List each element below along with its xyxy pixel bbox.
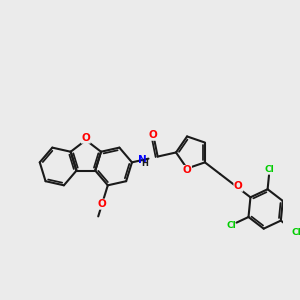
Text: O: O <box>183 166 191 176</box>
Text: O: O <box>234 181 243 191</box>
Text: Cl: Cl <box>265 165 275 174</box>
Text: O: O <box>149 130 158 140</box>
Text: H: H <box>141 159 148 168</box>
Text: O: O <box>97 199 106 209</box>
Text: Cl: Cl <box>226 220 236 230</box>
Text: O: O <box>82 133 90 143</box>
Text: Cl: Cl <box>291 228 300 237</box>
Text: N: N <box>138 155 146 165</box>
